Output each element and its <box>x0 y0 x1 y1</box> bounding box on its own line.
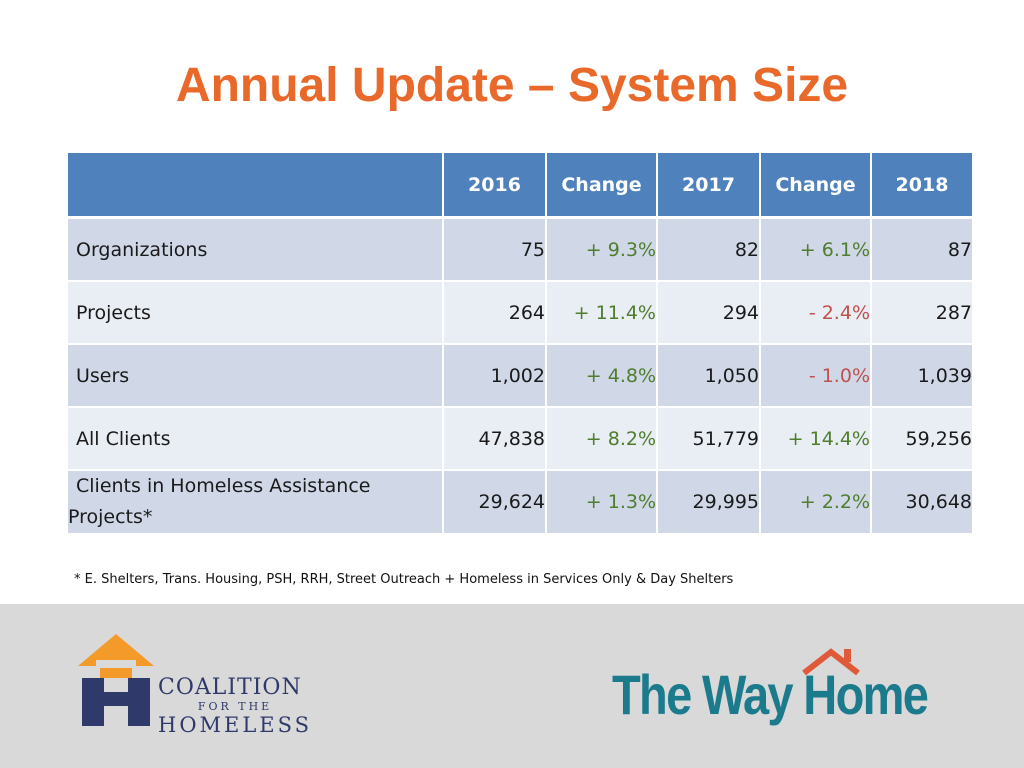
way-home-roof-icon <box>802 648 860 676</box>
header-change-1: Change <box>545 153 657 219</box>
row-label: Organizations <box>68 216 443 281</box>
table-row: All Clients 47,838 + 8.2% 51,779 + 14.4%… <box>68 406 972 470</box>
change-2017-2018: + 6.1% <box>759 216 871 281</box>
value-2018: 87 <box>870 216 972 281</box>
value-2016: 47,838 <box>442 406 546 470</box>
table-row: Organizations 75 + 9.3% 82 + 6.1% 87 <box>68 216 972 281</box>
change-2016-2017: + 9.3% <box>545 216 657 281</box>
row-label: Users <box>68 343 443 407</box>
value-2018: 59,256 <box>870 406 972 470</box>
value-2018: 30,648 <box>870 469 972 533</box>
header-change-2: Change <box>759 153 871 219</box>
coalition-word: COALITION <box>158 675 302 700</box>
h-crossbar <box>104 692 128 706</box>
system-size-table: 2016 Change 2017 Change 2018 Organizatio… <box>68 153 972 533</box>
value-2017: 1,050 <box>656 343 760 407</box>
row-label: Clients in Homeless Assistance Projects* <box>68 469 443 533</box>
page-title: Annual Update – System Size <box>175 59 849 112</box>
value-2016: 75 <box>442 216 546 281</box>
the-way-home-logo: The Way Home <box>612 663 929 726</box>
row-label-line-1: Clients in Homeless Assistance <box>76 475 371 497</box>
change-2017-2018: - 1.0% <box>759 343 871 407</box>
change-2017-2018: - 2.4% <box>759 280 871 344</box>
header-label-cell <box>68 153 443 219</box>
value-2016: 264 <box>442 280 546 344</box>
header-2017: 2017 <box>656 153 760 219</box>
header-2018: 2018 <box>870 153 972 219</box>
value-2016: 29,624 <box>442 469 546 533</box>
coalition-house-logo-icon <box>78 634 154 726</box>
value-2018: 287 <box>870 280 972 344</box>
header-2016: 2016 <box>442 153 546 219</box>
table-row: Clients in Homeless Assistance Projects* … <box>68 469 972 533</box>
value-2017: 82 <box>656 216 760 281</box>
footer-band <box>0 604 1024 768</box>
value-2017: 51,779 <box>656 406 760 470</box>
change-2017-2018: + 14.4% <box>759 406 871 470</box>
table-row: Users 1,002 + 4.8% 1,050 - 1.0% 1,039 <box>68 343 972 407</box>
value-2017: 29,995 <box>656 469 760 533</box>
roof-line <box>802 648 860 676</box>
value-2016: 1,002 <box>442 343 546 407</box>
orange-roof-shape <box>78 634 154 678</box>
for-the-word: FOR THE <box>197 700 273 713</box>
table-row: Projects 264 + 11.4% 294 - 2.4% 287 <box>68 280 972 344</box>
change-2017-2018: + 2.2% <box>759 469 871 533</box>
row-label-line-2: Projects* <box>68 506 153 528</box>
h-right-post <box>128 678 150 726</box>
roof-gap <box>96 660 136 668</box>
row-label: Projects <box>68 280 443 344</box>
coalition-wordmark: COALITION FOR THE HOMELESS <box>158 675 313 737</box>
h-left-post <box>82 678 104 726</box>
footnote: * E. Shelters, Trans. Housing, PSH, RRH,… <box>74 572 734 587</box>
value-2017: 294 <box>656 280 760 344</box>
row-label: All Clients <box>68 406 443 470</box>
value-2018: 1,039 <box>870 343 972 407</box>
change-2016-2017: + 4.8% <box>545 343 657 407</box>
change-2016-2017: + 8.2% <box>545 406 657 470</box>
change-2016-2017: + 1.3% <box>545 469 657 533</box>
change-2016-2017: + 11.4% <box>545 280 657 344</box>
homeless-word: HOMELESS <box>158 713 313 737</box>
table-header-row: 2016 Change 2017 Change 2018 <box>68 153 972 219</box>
chimney <box>844 649 851 662</box>
